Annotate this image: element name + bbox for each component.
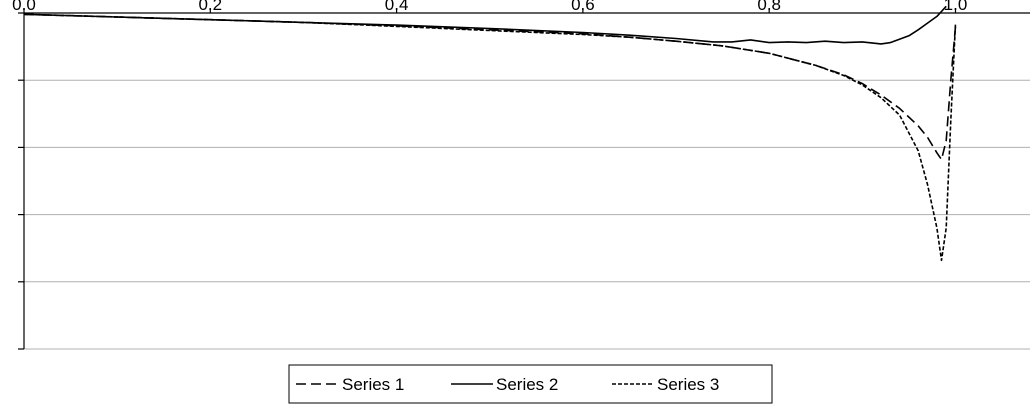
series-lines [23,5,957,262]
x-tick-label: 1.0 [944,0,968,14]
legend: Series 1 Series 2 Series 3 [288,364,773,404]
series-line-3 [23,13,957,262]
series-line-1 [23,13,957,161]
legend-label-3: Series 3 [657,375,719,394]
axes: 0.0 0.2 0.4 0.6 0.8 1.0 [12,0,1030,350]
legend-box [288,364,773,404]
x-tick-label: 0.4 [385,0,409,14]
series-line-2 [23,5,947,45]
x-tick-label: 0.0 [12,0,36,14]
legend-label-1: Series 1 [342,375,404,394]
x-tick-label: 0.6 [571,0,595,14]
gridlines [24,79,1030,350]
x-tick-label: 0.8 [757,0,781,14]
legend-label-2: Series 2 [496,375,558,394]
x-tick-label: 0.2 [198,0,222,14]
